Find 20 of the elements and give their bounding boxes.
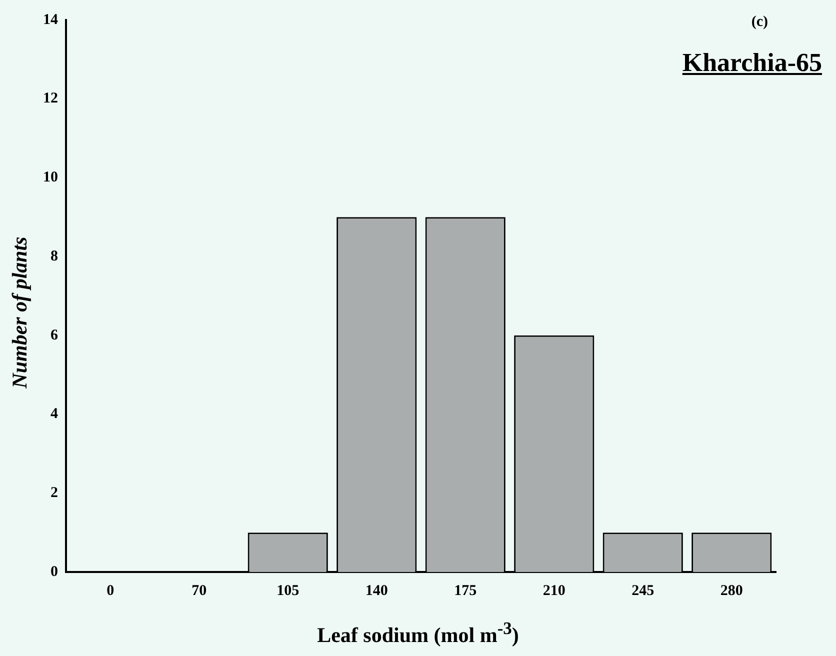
x-tick-label: 0 bbox=[106, 582, 114, 599]
y-tick-label: 14 bbox=[43, 12, 58, 28]
y-tick-label: 4 bbox=[50, 406, 58, 422]
y-tick-label: 8 bbox=[50, 248, 58, 264]
y-tick-label: 2 bbox=[50, 485, 58, 502]
annotation: (c) bbox=[751, 14, 768, 31]
x-tick-label: 70 bbox=[192, 582, 207, 599]
y-tick-label: 6 bbox=[50, 327, 58, 344]
x-axis-title: Leaf sodium (mol m$^{-3}$) bbox=[316, 618, 520, 648]
y-tick-label: 10 bbox=[43, 170, 58, 186]
x-tick-label: 280 bbox=[720, 582, 743, 599]
text: Kharchia-65 bbox=[682, 48, 822, 78]
x-tick-label: 105 bbox=[276, 582, 300, 599]
x-tick-label: 210 bbox=[542, 582, 566, 599]
y-tick-label: 0 bbox=[50, 564, 58, 580]
y-tick-label: 12 bbox=[43, 90, 58, 107]
x-tick-label: 175 bbox=[454, 582, 477, 599]
x-tick-label: 245 bbox=[632, 582, 654, 599]
x-tick-label: 140 bbox=[365, 582, 388, 599]
y-axis-title: Number of plants bbox=[8, 236, 32, 391]
